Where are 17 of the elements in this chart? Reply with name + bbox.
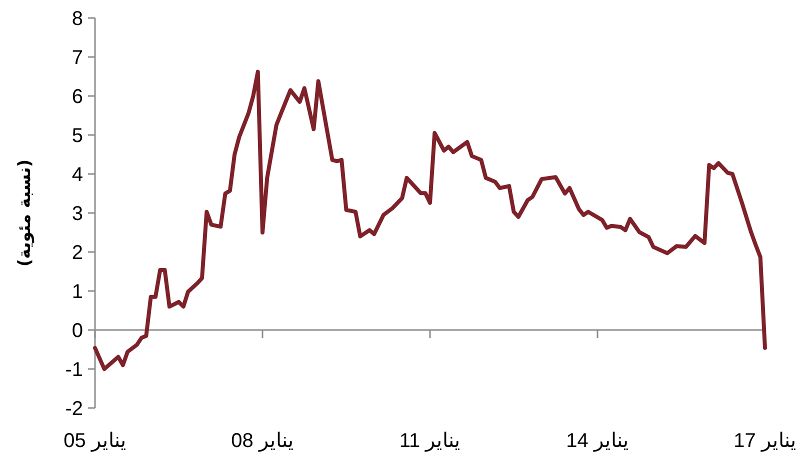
y-tick-label: 0 — [72, 320, 83, 342]
y-tick-label: 5 — [72, 125, 83, 147]
x-tick-label: يناير 14 — [566, 430, 629, 452]
y-tick-label: 7 — [72, 47, 83, 69]
y-tick-label: 8 — [72, 8, 83, 30]
x-tick-label: يناير 17 — [734, 430, 796, 452]
y-axis-title: (نسبة مئوية) — [15, 159, 35, 267]
y-tick-label: 3 — [72, 203, 83, 225]
y-tick-label: -2 — [65, 398, 83, 420]
y-tick-label: -1 — [65, 359, 83, 381]
y-tick-label: 2 — [72, 242, 83, 264]
y-tick-label: 1 — [72, 281, 83, 303]
y-tick-label: 6 — [72, 86, 83, 108]
y-tick-label: 4 — [72, 164, 83, 186]
x-tick-label: يناير 08 — [231, 430, 294, 452]
x-tick-label: يناير 05 — [64, 430, 126, 452]
x-tick-label: يناير 11 — [399, 430, 461, 452]
